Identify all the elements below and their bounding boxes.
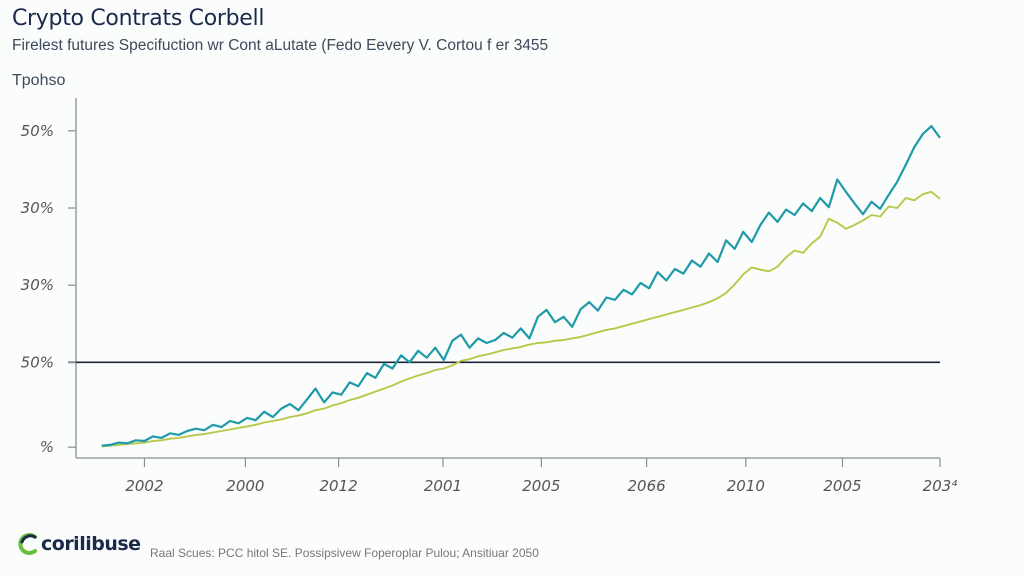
x-tick-label: 2005	[522, 477, 560, 495]
y-tick-label: 50%	[21, 122, 54, 140]
x-tick-label: 2066	[627, 477, 665, 495]
logo-text: corilibuse	[41, 533, 141, 555]
x-tick-group: 2002 2000 2012 2001 2005 2066 2010 2005 203⁴	[125, 458, 957, 495]
y-tick-label: 50%	[21, 353, 54, 371]
y-tick-label: %	[40, 438, 54, 456]
x-tick-label: 2002	[125, 477, 163, 495]
y-tick-label: 30%	[21, 276, 54, 294]
series-line-lime	[101, 190, 941, 448]
x-tick-label: 2001	[424, 477, 462, 495]
logo-crescent-icon	[18, 533, 37, 555]
x-tick-label: 2005	[823, 477, 861, 495]
x-tick-label: 203⁴	[923, 477, 958, 495]
series-line-teal	[101, 125, 941, 447]
x-tick-label: 2012	[320, 477, 358, 495]
series-group	[101, 125, 941, 448]
brand-logo: corilibuse	[18, 533, 141, 555]
y-tick-label: 30%	[21, 199, 54, 217]
y-axis-title: Tpohso	[12, 72, 66, 89]
axes	[75, 98, 940, 459]
source-note: Raal Scues: PCC hitol SE. Possipsivew Fo…	[150, 546, 539, 560]
chart-subtitle: Firelest futures Specifuction wr Cont aL…	[12, 37, 549, 54]
x-tick-label: 2010	[727, 477, 765, 495]
x-tick-label: 2000	[226, 477, 264, 495]
chart-title: Crypto Contrats Corbell	[12, 6, 265, 31]
y-tick-group: % 50% 30% 30% 50%	[21, 122, 76, 456]
